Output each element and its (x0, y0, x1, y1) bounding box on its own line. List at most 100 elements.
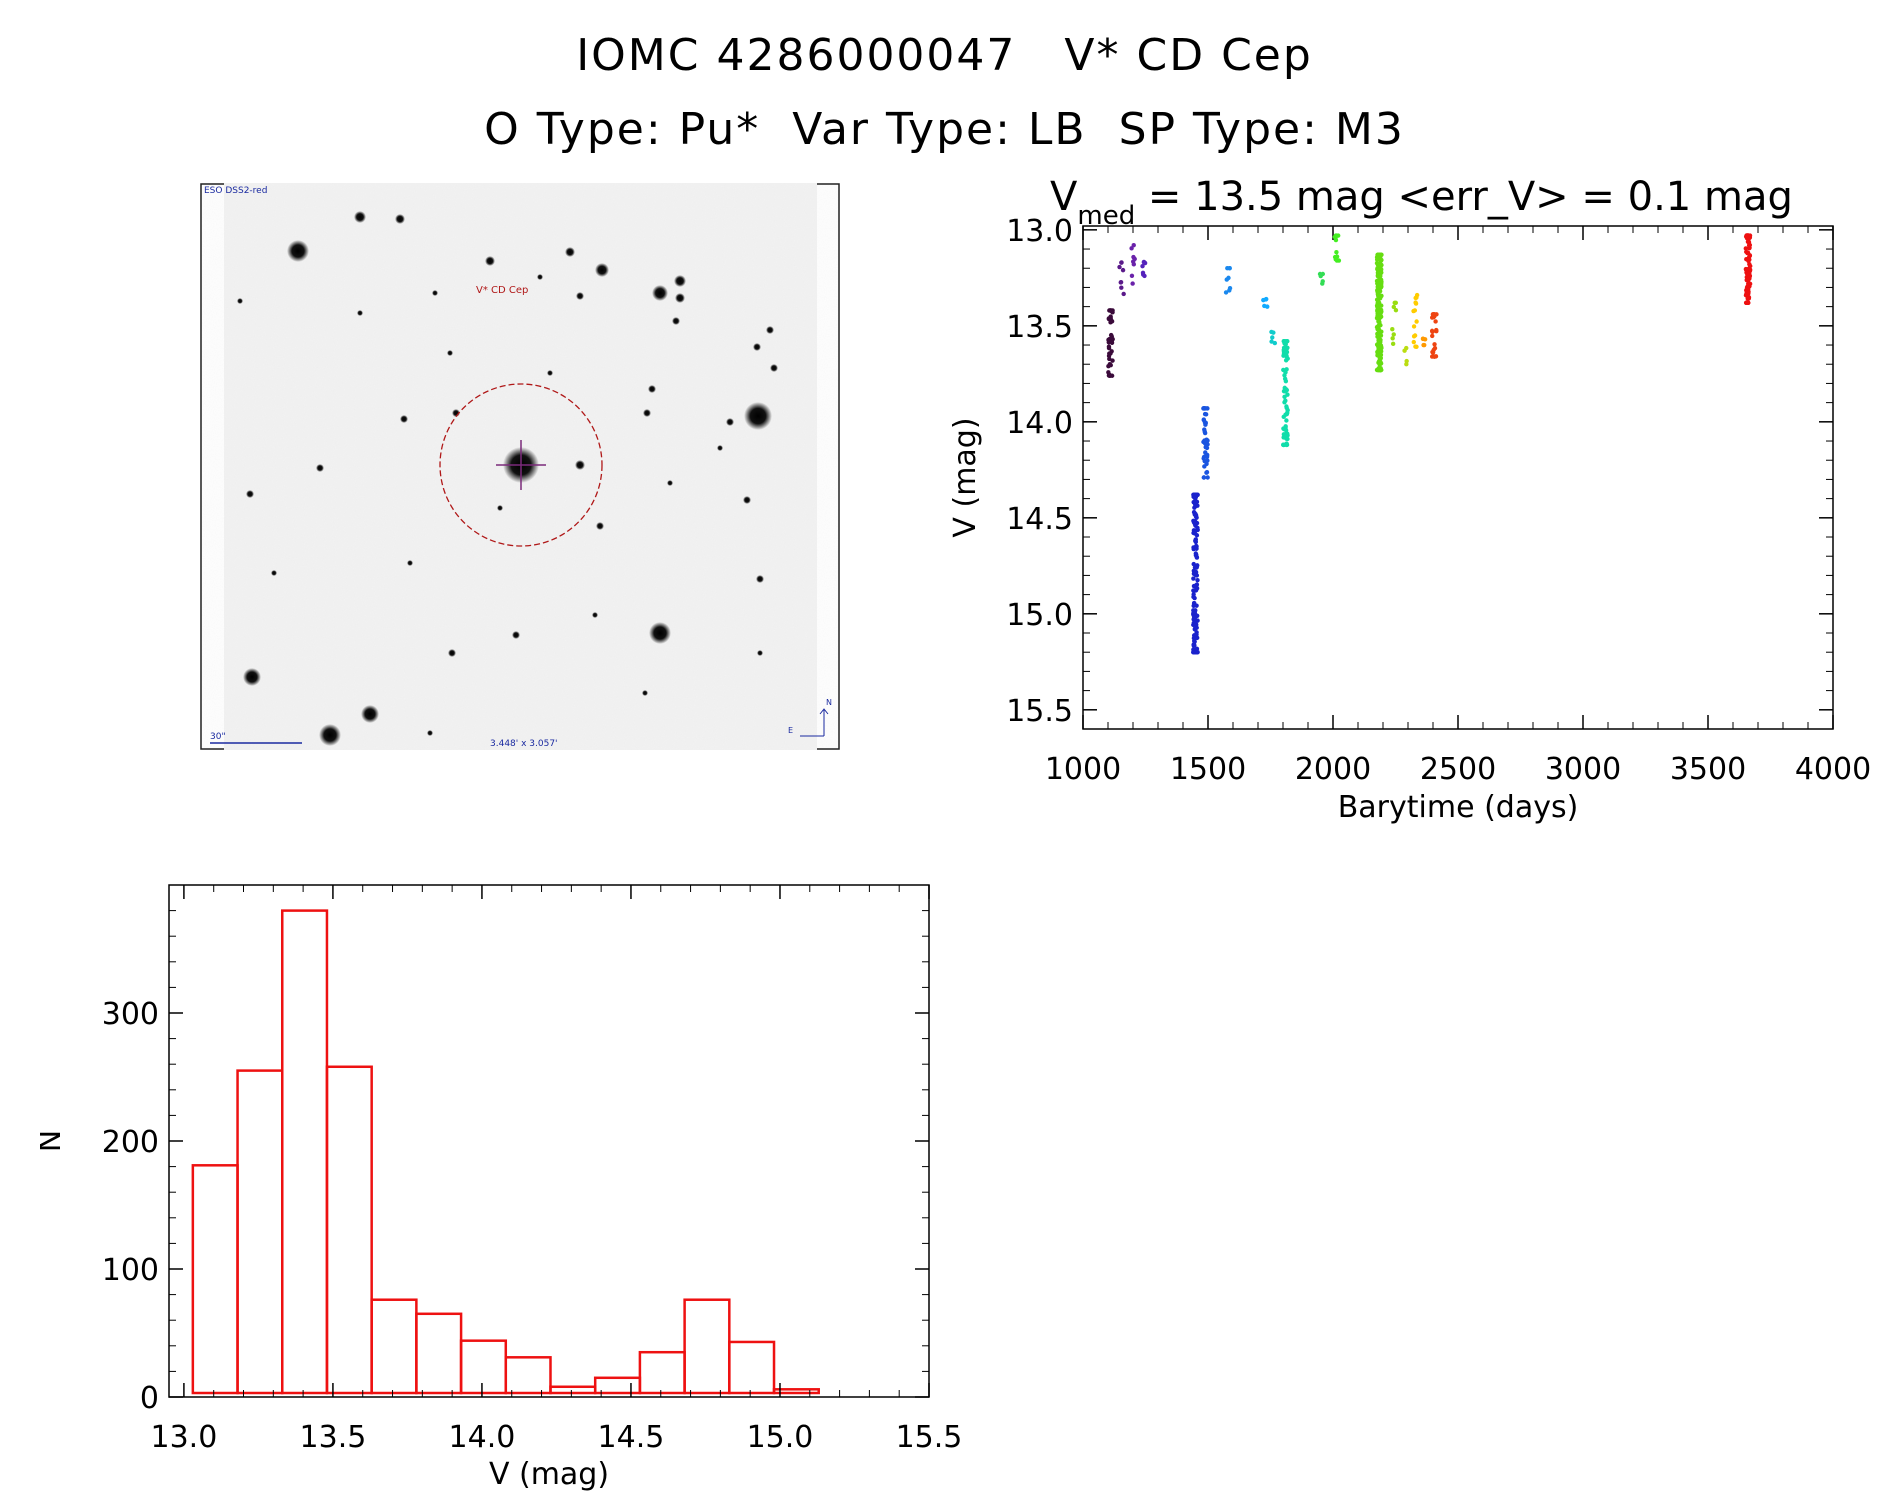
histogram-bar (728, 1340, 776, 1395)
finder-stars (237, 211, 778, 746)
data-group (1129, 242, 1137, 286)
star (319, 724, 341, 746)
data-point (1191, 601, 1197, 606)
data-point (1434, 329, 1439, 334)
data-point (1106, 363, 1111, 369)
data-point (1404, 362, 1409, 367)
star (643, 409, 651, 417)
histogram-bar (504, 1356, 552, 1395)
data-point (1333, 237, 1339, 243)
target-label: V* CD Cep (476, 285, 528, 296)
star (575, 460, 585, 470)
data-point (1106, 373, 1112, 378)
data-point (1194, 586, 1200, 591)
title-rest: = 13.5 mag <err_V> = 0.1 mag (1135, 174, 1793, 220)
x-tick-label: 2500 (1420, 752, 1496, 787)
y-tick-label: 100 (102, 1253, 159, 1288)
x-tick-label: 1500 (1170, 752, 1246, 787)
data-point (1376, 366, 1381, 371)
data-point (1414, 319, 1419, 324)
data-point (1430, 312, 1436, 317)
data-group (1743, 233, 1753, 305)
data-point (1193, 553, 1199, 558)
data-point (1269, 329, 1274, 335)
data-point (1747, 263, 1753, 269)
data-point (1412, 333, 1418, 338)
x-tick-label: 15.0 (747, 1420, 814, 1455)
data-point (1191, 520, 1197, 525)
scale-label: 30" (210, 732, 226, 742)
data-point (1284, 404, 1289, 409)
data-point (1109, 318, 1114, 323)
data-point (1393, 308, 1399, 313)
data-point (1283, 412, 1288, 417)
data-point (1743, 246, 1749, 251)
star (354, 211, 366, 223)
data-point (1285, 392, 1290, 397)
compass-arrows (800, 708, 829, 737)
data-point (1376, 310, 1382, 315)
data-group (1261, 296, 1270, 309)
data-point (1119, 285, 1124, 290)
star (576, 292, 584, 300)
x-tick-label: 4000 (1795, 752, 1871, 787)
star (400, 415, 408, 423)
data-point (1119, 260, 1124, 265)
data-point (1194, 543, 1199, 549)
star (316, 464, 324, 472)
data-point (1283, 370, 1288, 375)
source-id: IOMC 4286000047 (576, 30, 1017, 81)
data-point (1390, 336, 1395, 341)
star (512, 631, 520, 639)
star (497, 505, 503, 511)
star (672, 317, 680, 325)
star (447, 350, 453, 356)
y-tick-label: 300 (102, 997, 159, 1032)
spectral-type: SP Type: M3 (1118, 104, 1405, 155)
y-tick-label: 14.0 (1006, 406, 1073, 441)
data-point (1109, 373, 1115, 378)
data-point (1432, 345, 1438, 351)
data-point (1392, 300, 1397, 305)
data-point (1201, 406, 1207, 411)
data-point (1743, 266, 1749, 272)
data-point (1747, 281, 1753, 287)
target-circle (439, 383, 603, 547)
histogram-bar (281, 909, 329, 1395)
data-point (1746, 296, 1751, 301)
data-point (1191, 576, 1196, 581)
east-label: E (788, 726, 793, 735)
star (652, 285, 668, 301)
data-point (1140, 263, 1145, 269)
data-point (1376, 319, 1381, 324)
star (592, 612, 598, 618)
data-point (1109, 309, 1114, 314)
data-point (1205, 458, 1210, 463)
data-point (1202, 411, 1208, 417)
frame-right-bracket (817, 183, 840, 750)
data-point (1130, 281, 1135, 286)
data-point (1192, 626, 1198, 631)
y-tick-label: 200 (102, 1125, 159, 1160)
data-point (1378, 355, 1383, 361)
data-point (1284, 387, 1290, 393)
data-point (1227, 288, 1232, 293)
data-point (1745, 300, 1750, 305)
data-point (1107, 351, 1112, 356)
star-name: V* CD Cep (1064, 30, 1313, 81)
data-point (1129, 246, 1134, 251)
data-point (1195, 492, 1200, 497)
data-group (1191, 492, 1200, 655)
data-point (1192, 505, 1197, 510)
star (361, 705, 379, 723)
data-point (1282, 400, 1287, 405)
star (766, 326, 774, 334)
data-group (1420, 336, 1428, 348)
y-tick-label: 13.5 (1006, 310, 1073, 345)
data-point (1747, 267, 1753, 272)
data-group (1281, 338, 1290, 448)
data-point (1281, 435, 1286, 440)
star (667, 480, 673, 486)
data-point (1376, 289, 1382, 295)
star (595, 263, 609, 277)
